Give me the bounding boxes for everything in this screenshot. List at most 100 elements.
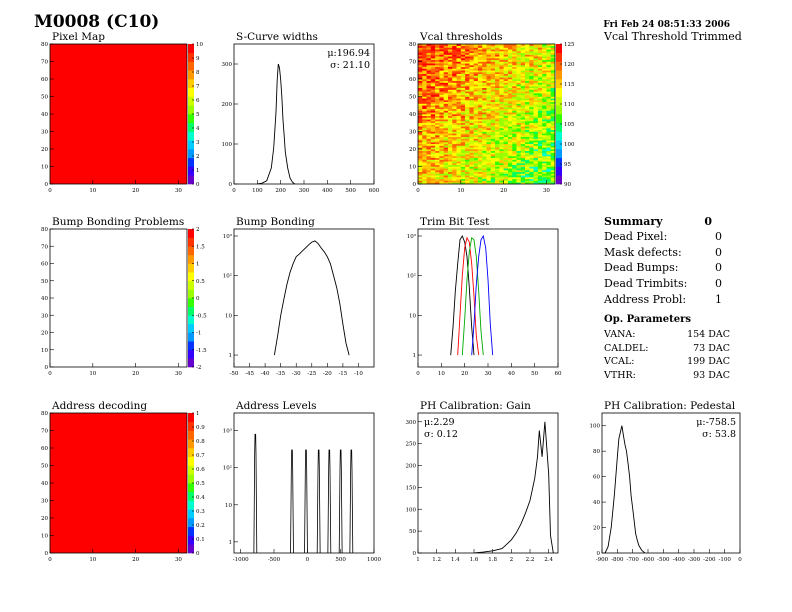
x-tick-label: 30 (175, 371, 182, 377)
x-tick-label: -35 (276, 371, 285, 377)
y-tick-label: 10³ (223, 233, 232, 240)
palette-swatch (188, 229, 194, 238)
pixel-map-chart: Pixel Map 0 1 2 3 4 5 6 7 8 9 10 0 10 20 30 0 10 20 30 40 50 6… (41, 31, 203, 194)
y-tick-label: 10 (41, 534, 48, 540)
y-tick-label: 40 (41, 296, 48, 302)
x-tick-label: 100 (252, 188, 263, 194)
palette-swatch (188, 306, 194, 316)
address-levels-chart: Address Levels -1000 -500 0 500 1000 1 10 10² 10³ (223, 400, 382, 563)
palette-swatch (188, 491, 194, 501)
x-tick-label: -15 (338, 371, 347, 377)
histogram-peak (338, 449, 343, 553)
histogram-line (473, 421, 554, 553)
x-tick-label: 30 (543, 188, 550, 194)
palette-swatch (556, 87, 562, 97)
x-tick-label: -500 (657, 557, 670, 563)
palette-swatch (556, 131, 562, 141)
trim-bit-test-title: Trim Bit Test (420, 216, 490, 228)
x-tick-label: 10 (89, 557, 96, 563)
palette-tick-label: 0.9 (196, 425, 205, 431)
summary-row-value: 0 (715, 277, 722, 290)
address-levels-title: Address Levels (235, 400, 316, 412)
summary-row-label: Dead Trimbits: (604, 277, 687, 290)
stat-label: μ:2.29 (424, 417, 455, 428)
palette-swatch (556, 70, 562, 80)
summary-title: Summary (604, 215, 663, 228)
y-tick-label: 1 (229, 353, 233, 359)
palette-swatch (556, 96, 562, 106)
summary-panel: Summary 0 Dead Pixel: 0 Mask defects: 0 … (603, 215, 722, 306)
palette-swatch (188, 483, 194, 493)
palette-tick-label: -1.5 (196, 348, 207, 354)
y-tick-label: 50 (409, 529, 416, 535)
palette-swatch (188, 332, 194, 342)
y-tick-label: 70 (41, 429, 48, 435)
y-tick-label: 0 (45, 182, 49, 188)
summary-total: 0 (704, 215, 712, 228)
plot-frame (417, 412, 559, 554)
address-decoding-title: Address decoding (51, 400, 147, 412)
y-tick-label: 0 (413, 182, 417, 188)
palette-tick-label: 0 (196, 296, 200, 302)
y-tick-label: 80 (409, 42, 416, 48)
y-tick-label: 10³ (407, 233, 416, 240)
x-tick-label: -50 (230, 371, 239, 377)
y-tick-label: 60 (41, 77, 48, 83)
x-tick-label: 60 (555, 371, 562, 377)
x-tick-label: -25 (307, 371, 316, 377)
op-param-label: VANA: (603, 329, 635, 340)
summary-row-label: Address Probl: (603, 293, 686, 306)
summary-row: Dead Bumps: 0 (604, 261, 722, 274)
x-tick-label: 1.6 (470, 557, 479, 563)
plot-frame (233, 412, 375, 554)
stat-label: σ: 0.12 (424, 429, 458, 440)
summary-row-label: Mask defects: (604, 246, 682, 259)
y-tick-label: 20 (41, 147, 48, 153)
palette-swatch (188, 272, 194, 282)
palette-swatch (188, 246, 194, 256)
x-tick-label: -20 (323, 371, 332, 377)
plot-frame (417, 228, 559, 368)
summary-row-value: 0 (715, 261, 722, 274)
histogram-peak (304, 449, 308, 553)
scurve-widths-title: S-Curve widths (236, 31, 318, 43)
x-tick-label: 300 (299, 188, 310, 194)
palette-swatch (188, 263, 194, 273)
y-tick-label: 40 (593, 500, 600, 506)
x-tick-label: 20 (461, 371, 468, 377)
series-line (457, 236, 480, 356)
y-tick-label: 80 (593, 449, 600, 455)
palette-swatch (188, 439, 194, 449)
summary-row-value: 0 (715, 230, 722, 243)
heatmap-fill (50, 413, 187, 553)
ph-gain-chart: PH Calibration: Gain μ:2.29σ: 0.12 1 1.2 1.4… (406, 400, 559, 563)
palette-tick-label: 1 (196, 262, 200, 268)
x-tick-label: 40 (508, 371, 515, 377)
palette-swatch (188, 44, 194, 54)
palette-tick-label: -1 (196, 331, 201, 337)
palette-tick-label: 90 (564, 182, 571, 188)
palette-tick-label: 0.3 (196, 509, 205, 515)
plot-frame (49, 228, 188, 368)
palette-swatch (188, 421, 194, 431)
palette-tick-label: 4 (196, 126, 200, 132)
y-tick-label: 40 (41, 112, 48, 118)
y-tick-label: 0 (229, 182, 233, 188)
palette-tick-label: 8 (196, 70, 200, 76)
palette-swatch (556, 114, 562, 124)
ph-pedestal-title: PH Calibration: Pedestal (604, 400, 736, 412)
palette-swatch (556, 140, 562, 150)
op-params-panel: Op. Parameters VANA: 154 DAC CALDEL: 73 … (603, 314, 730, 381)
x-tick-label: 500 (335, 557, 346, 563)
palette-swatch (556, 149, 562, 159)
y-tick-label: 30 (41, 499, 48, 505)
x-tick-label: -500 (268, 557, 281, 563)
x-tick-label: 1000 (367, 557, 381, 563)
palette-swatch (188, 474, 194, 484)
series-line (450, 234, 475, 356)
x-tick-label: 20 (500, 188, 507, 194)
y-tick-label: 10 (41, 348, 48, 354)
x-tick-label: 0 (416, 371, 420, 377)
